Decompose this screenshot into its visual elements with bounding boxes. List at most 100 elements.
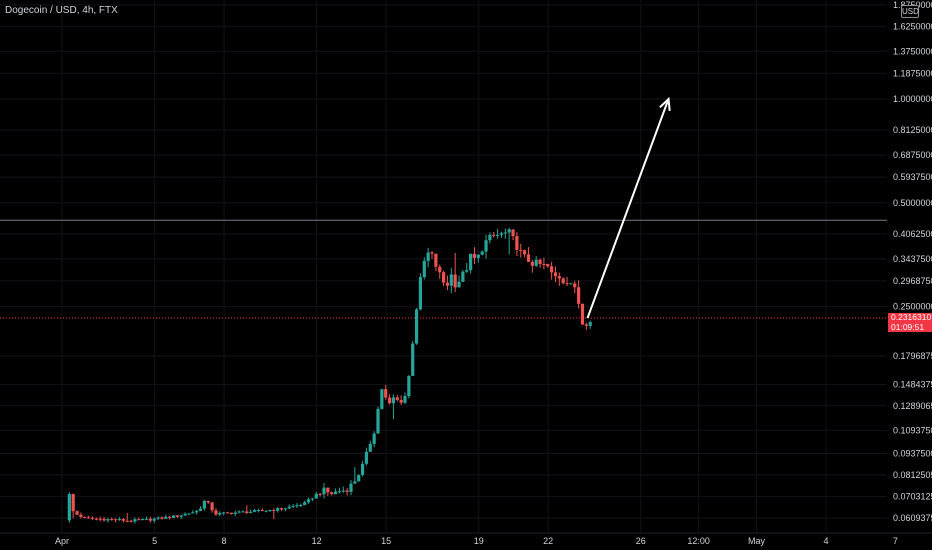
candle <box>283 507 287 512</box>
price-tick-label: 0.3437500 <box>893 254 932 264</box>
candle <box>279 507 284 512</box>
candle <box>395 394 399 402</box>
candle <box>337 487 342 494</box>
candle-body <box>168 516 172 518</box>
candle-body <box>272 510 276 512</box>
candle-body <box>144 518 149 520</box>
candle <box>102 516 106 522</box>
candle-body <box>187 513 191 515</box>
projection-arrow[interactable] <box>586 96 671 319</box>
candle-body <box>465 270 469 272</box>
candle-body <box>129 520 133 522</box>
candle-body <box>534 259 538 266</box>
candle <box>503 228 507 239</box>
candle <box>496 228 500 239</box>
candle-body <box>310 498 315 500</box>
time-tick-label: 4 <box>823 536 828 546</box>
candle-body <box>179 515 183 517</box>
candle <box>144 516 149 521</box>
price-tick-label: 0.2968750 <box>893 276 932 286</box>
candle <box>480 250 484 256</box>
candle-body <box>67 494 71 521</box>
candle <box>206 500 210 504</box>
candle-body <box>445 282 450 286</box>
candle-body <box>264 510 268 512</box>
candle <box>341 486 345 493</box>
candle-body <box>349 483 353 492</box>
candle-body <box>214 510 218 515</box>
candle-body <box>137 519 141 521</box>
candle <box>90 516 95 521</box>
candle-body <box>511 229 515 237</box>
candle-body <box>83 517 87 519</box>
candle-body <box>225 512 230 514</box>
candle <box>87 515 91 519</box>
price-tick-label: 1.3750000 <box>893 46 932 56</box>
price-tick-label: 0.4062500 <box>893 229 932 239</box>
candle <box>472 247 477 265</box>
candle-body <box>152 518 156 521</box>
candle-body <box>580 303 585 325</box>
candle <box>553 266 558 283</box>
candle <box>314 491 318 499</box>
candle-body <box>542 263 546 265</box>
candle <box>310 498 315 502</box>
candle-body <box>175 515 179 517</box>
candle-body <box>276 508 280 511</box>
candle-body <box>133 519 137 522</box>
candle <box>276 507 280 513</box>
candle <box>368 440 372 452</box>
time-tick-label: 26 <box>636 536 646 546</box>
candle <box>241 510 245 513</box>
time-tick-label: 22 <box>543 536 553 546</box>
candle <box>569 282 573 285</box>
candle <box>202 499 206 511</box>
arrow-head[interactable] <box>659 96 671 112</box>
price-tick-label: 0.2500000 <box>893 302 932 312</box>
candle-body <box>171 515 176 518</box>
candle <box>303 500 307 506</box>
time-axis[interactable]: 29Apr58121519222612:00May4710 <box>0 532 932 550</box>
time-tick-label: 19 <box>474 536 484 546</box>
candle <box>542 257 546 270</box>
candle-body <box>538 259 542 264</box>
arrow-line[interactable] <box>586 98 670 319</box>
candle-body <box>291 505 295 507</box>
candle <box>561 277 565 285</box>
candle-body <box>241 511 245 513</box>
candle-body <box>206 500 210 503</box>
candle-body <box>411 343 415 376</box>
candle <box>179 514 183 520</box>
candle <box>287 504 291 509</box>
candle-body <box>237 511 241 513</box>
candle <box>538 258 542 268</box>
candle-body <box>160 517 164 519</box>
time-tick-label: May <box>748 536 766 546</box>
candle-body <box>283 508 287 510</box>
candle-body <box>233 512 237 514</box>
time-axis-background <box>0 533 932 550</box>
candle <box>326 487 330 496</box>
candle <box>210 502 214 513</box>
candle-body <box>249 511 253 513</box>
candle <box>114 518 118 523</box>
candle <box>534 256 538 267</box>
candle-body <box>391 397 396 404</box>
candle <box>133 517 137 524</box>
candle-body <box>245 511 249 513</box>
price-tick-label: 0.6875000 <box>893 150 932 160</box>
candle-body <box>141 518 145 520</box>
currency-button[interactable]: USD <box>901 5 919 18</box>
candle-body <box>376 408 380 434</box>
candle <box>222 511 226 516</box>
candle <box>384 384 388 400</box>
candle <box>218 511 222 517</box>
candle <box>349 480 353 496</box>
candle <box>376 406 380 434</box>
candle <box>171 515 176 519</box>
candle-body <box>102 518 106 521</box>
candle-body <box>438 266 442 273</box>
